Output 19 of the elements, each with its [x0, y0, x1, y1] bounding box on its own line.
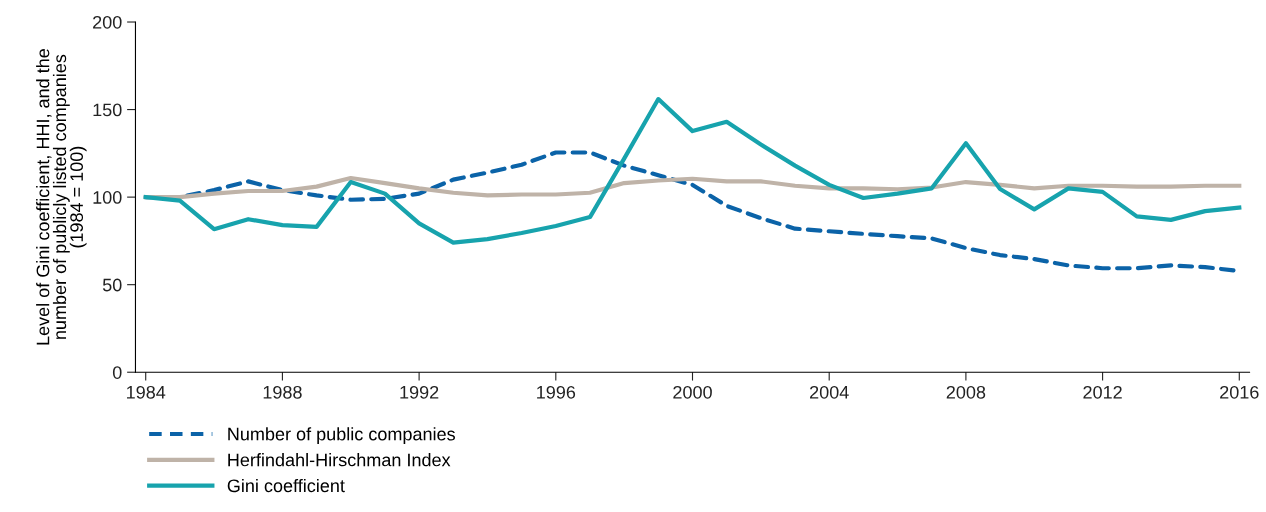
- x-tick-label: 2000: [673, 385, 712, 399]
- y-tick-label: 150: [93, 103, 122, 117]
- y-tick-label: 200: [93, 15, 122, 29]
- legend-label: Herfindahl-Hirschman Index: [228, 453, 451, 467]
- x-tick-label: 2016: [1220, 385, 1259, 399]
- x-tick-label: 1992: [400, 385, 439, 399]
- x-tick-label: 2008: [946, 385, 986, 399]
- y-tick-label: 100: [93, 191, 122, 204]
- x-tick-label: 1988: [263, 385, 302, 399]
- y-tick-label: 50: [102, 278, 122, 292]
- y-axis-title: Level of Gini coefficient, HHI, and the number of publicly listed companies (1984 = 100): [36, 49, 87, 345]
- legend-label: Gini coefficient: [227, 478, 345, 493]
- x-tick-label: 1984: [127, 385, 166, 399]
- y-tick-label: 0: [112, 366, 122, 379]
- x-tick-label: 2012: [1083, 385, 1122, 399]
- x-tick-label: 1996: [537, 385, 576, 399]
- line-series: [143, 96, 1242, 245]
- x-tick-label: 2004: [810, 385, 849, 399]
- legend-label: Number of public companies: [228, 427, 455, 445]
